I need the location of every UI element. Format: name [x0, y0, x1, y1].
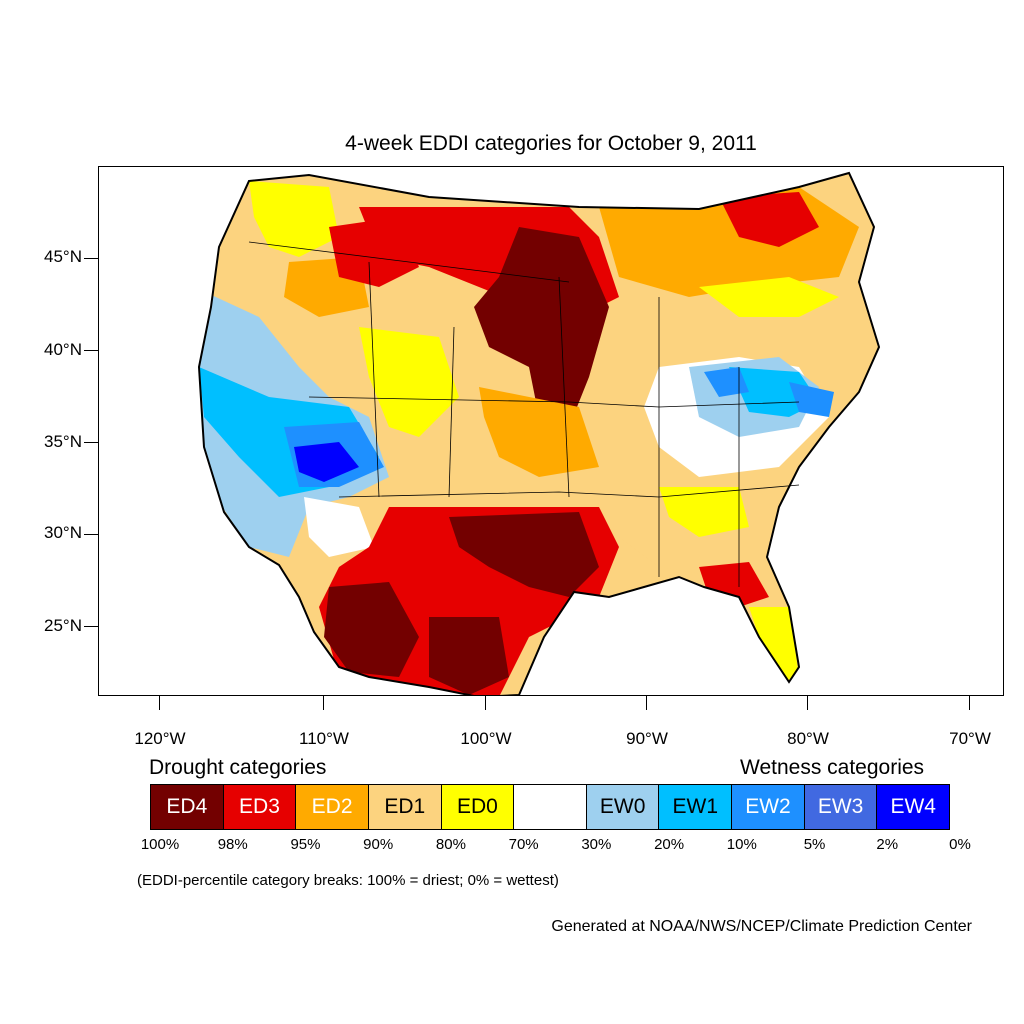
eddi-map	[197, 171, 881, 695]
category-fill	[199, 173, 879, 695]
percentile-label: 90%	[363, 836, 394, 853]
percentile-label: 80%	[435, 836, 466, 853]
legend-cell-ed4: ED4	[151, 785, 224, 829]
lat-tick-45	[84, 258, 98, 259]
percentile-label: 2%	[876, 836, 899, 853]
lon-tick-90	[646, 696, 647, 710]
percentile-label: 10%	[726, 836, 757, 853]
percentile-label: 20%	[654, 836, 685, 853]
lat-label-45: 45°N	[44, 247, 82, 266]
percentile-label: 100%	[140, 836, 180, 853]
percentile-label: 30%	[581, 836, 612, 853]
lon-tick-100	[485, 696, 486, 710]
lat-tick-30	[84, 534, 98, 535]
percentile-label: 0%	[949, 836, 971, 853]
legend-cell-ew0: EW0	[586, 785, 660, 829]
legend-cell-ed2: ED2	[296, 785, 369, 829]
legend-cell-neutral	[514, 785, 587, 829]
map-title: 4-week EDDI categories for October 9, 20…	[345, 132, 757, 155]
lat-tick-25	[84, 626, 98, 627]
percentile-label: 5%	[803, 836, 826, 853]
drought-heading: Drought categories	[149, 756, 327, 779]
legend-cell-ew2: EW2	[732, 785, 805, 829]
wetness-heading: Wetness categories	[740, 756, 925, 779]
legend-cell-ew4: EW4	[877, 785, 950, 829]
lat-tick-35	[84, 442, 98, 443]
category-note: (EDDI-percentile category breaks: 100% =…	[137, 872, 559, 889]
coastline	[197, 171, 881, 695]
lon-label-70: 70°W	[949, 729, 991, 748]
lat-label-30: 30°N	[44, 523, 82, 542]
lat-label-35: 35°N	[44, 432, 82, 451]
lon-tick-80	[807, 696, 808, 710]
lon-tick-110	[323, 696, 324, 710]
percentile-label: 98%	[217, 836, 248, 853]
state-boundaries	[248, 241, 800, 587]
lon-label-100: 100°W	[460, 729, 512, 748]
lat-tick-40	[84, 350, 98, 351]
map-plot-area	[98, 166, 1004, 696]
credit-line: Generated at NOAA/NWS/NCEP/Climate Predi…	[551, 918, 972, 935]
lon-tick-70	[969, 696, 970, 710]
lon-tick-120	[159, 696, 160, 710]
legend-cell-ed0: ED0	[441, 785, 515, 829]
percentile-label: 70%	[508, 836, 539, 853]
legend-cell-ed1: ED1	[368, 785, 442, 829]
lat-label-40: 40°N	[44, 340, 82, 359]
lon-label-80: 80°W	[787, 729, 829, 748]
lon-label-120: 120°W	[134, 729, 186, 748]
lat-label-25: 25°N	[44, 616, 82, 635]
legend-cell-ew3: EW3	[804, 785, 878, 829]
color-legend: ED4 ED3 ED2 ED1 ED0 EW0 EW1 EW2 EW3 EW4	[150, 784, 950, 830]
percentile-label: 95%	[290, 836, 321, 853]
legend-cell-ew1: EW1	[659, 785, 733, 829]
legend-cell-ed3: ED3	[223, 785, 297, 829]
lon-label-110: 110°W	[299, 729, 349, 748]
lon-label-90: 90°W	[626, 729, 668, 748]
